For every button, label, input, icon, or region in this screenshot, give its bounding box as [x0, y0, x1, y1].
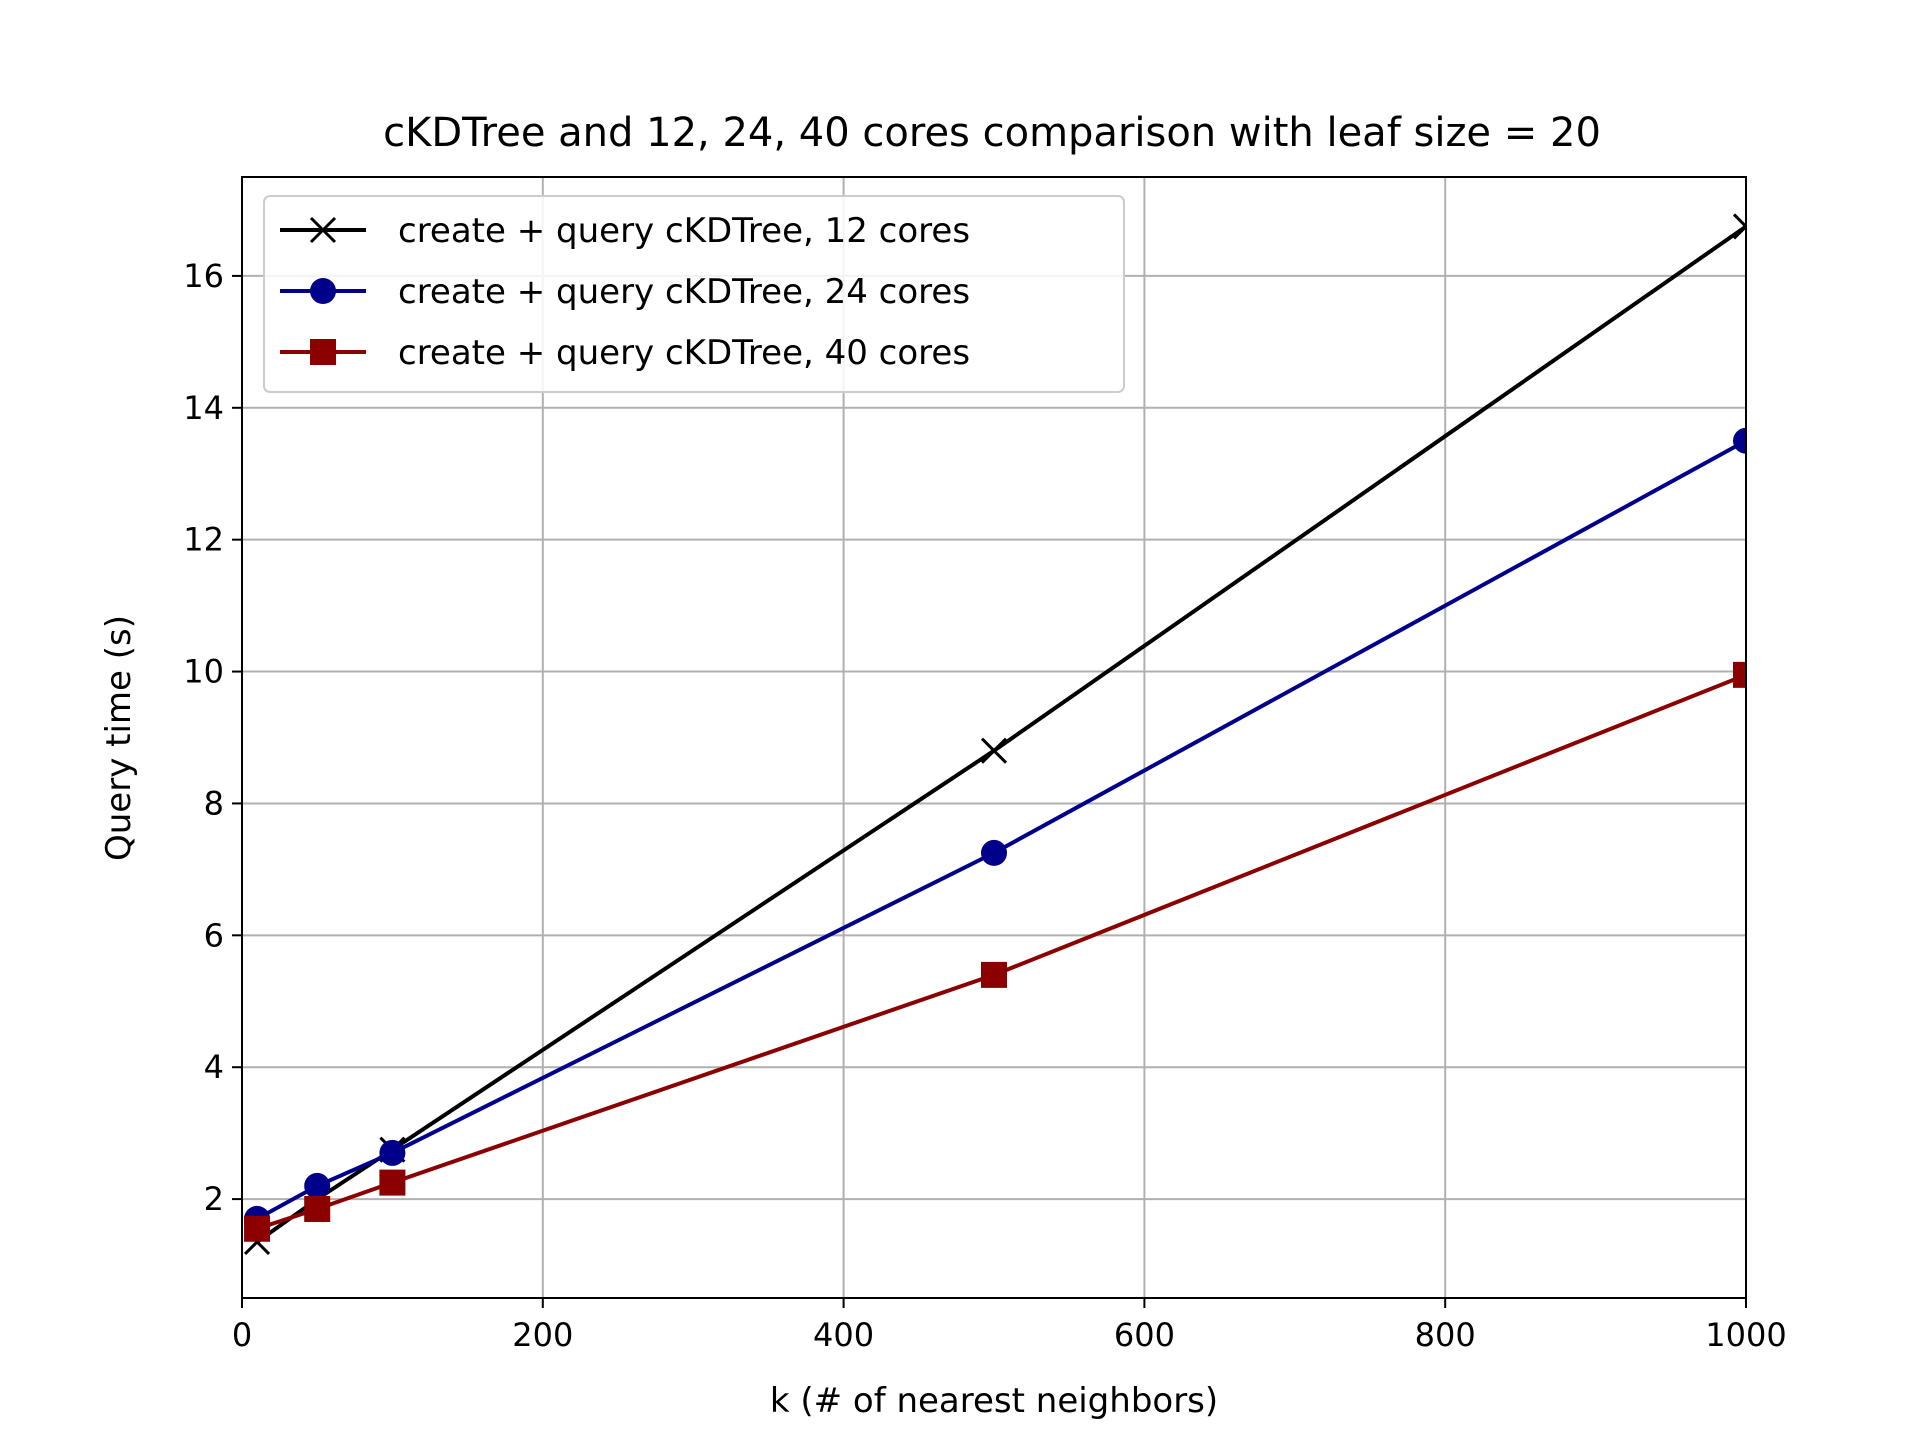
x-tick-label: 200 [512, 1316, 573, 1354]
plot-series [243, 213, 1746, 1256]
y-tick-label: 8 [204, 784, 224, 822]
data-point [379, 1169, 406, 1196]
plot-frame [241, 176, 1747, 1299]
y-tick-label: 6 [204, 916, 224, 954]
series-line [256, 439, 1746, 1221]
legend-marker [310, 339, 336, 365]
y-tick-label: 10 [183, 653, 224, 691]
legend-entry: create + query cKDTree, 40 cores [280, 333, 970, 373]
y-axis-label: Query time (s) [99, 615, 139, 861]
series-3 [244, 661, 1746, 1242]
legend-entry: create + query cKDTree, 12 cores [280, 211, 970, 251]
x-axis: 0 200 400 600 800 1000 [232, 1298, 1787, 1354]
data-point [304, 1195, 331, 1222]
legend-label: create + query cKDTree, 12 cores [398, 211, 970, 251]
legend-entry: create + query cKDTree, 24 cores [280, 272, 970, 312]
legend: create + query cKDTree, 12 cores create +… [263, 195, 1125, 393]
legend-marker [309, 216, 337, 244]
x-tick-label: 0 [232, 1316, 252, 1354]
series-2 [244, 427, 1746, 1232]
y-tick-label: 16 [183, 257, 224, 295]
data-point [1732, 213, 1746, 240]
y-tick-label: 14 [183, 389, 224, 427]
x-tick-label: 400 [813, 1316, 874, 1354]
legend-marker [310, 278, 336, 304]
y-axis: 2 4 6 8 10 12 14 16 [183, 257, 242, 1218]
x-tick-label: 600 [1114, 1316, 1175, 1354]
data-point [244, 1215, 271, 1242]
y-tick-label: 12 [183, 521, 224, 559]
data-point [980, 737, 1008, 764]
chart-title: cKDTree and 12, 24, 40 cores comparison … [383, 110, 1601, 156]
y-tick-label: 4 [204, 1048, 224, 1086]
legend-label: create + query cKDTree, 40 cores [398, 333, 970, 373]
data-point [981, 961, 1007, 988]
data-point [981, 839, 1007, 866]
legend-box [263, 195, 1125, 393]
y-tick-label: 2 [204, 1180, 224, 1218]
x-tick-label: 800 [1415, 1316, 1476, 1354]
data-point [304, 1172, 331, 1199]
data-point [379, 1139, 406, 1166]
x-axis-label: k (# of nearest neighbors) [770, 1381, 1218, 1421]
data-point [1733, 661, 1746, 688]
legend-label: create + query cKDTree, 24 cores [398, 272, 970, 312]
data-point [1733, 427, 1746, 454]
x-tick-label: 1000 [1705, 1316, 1786, 1354]
